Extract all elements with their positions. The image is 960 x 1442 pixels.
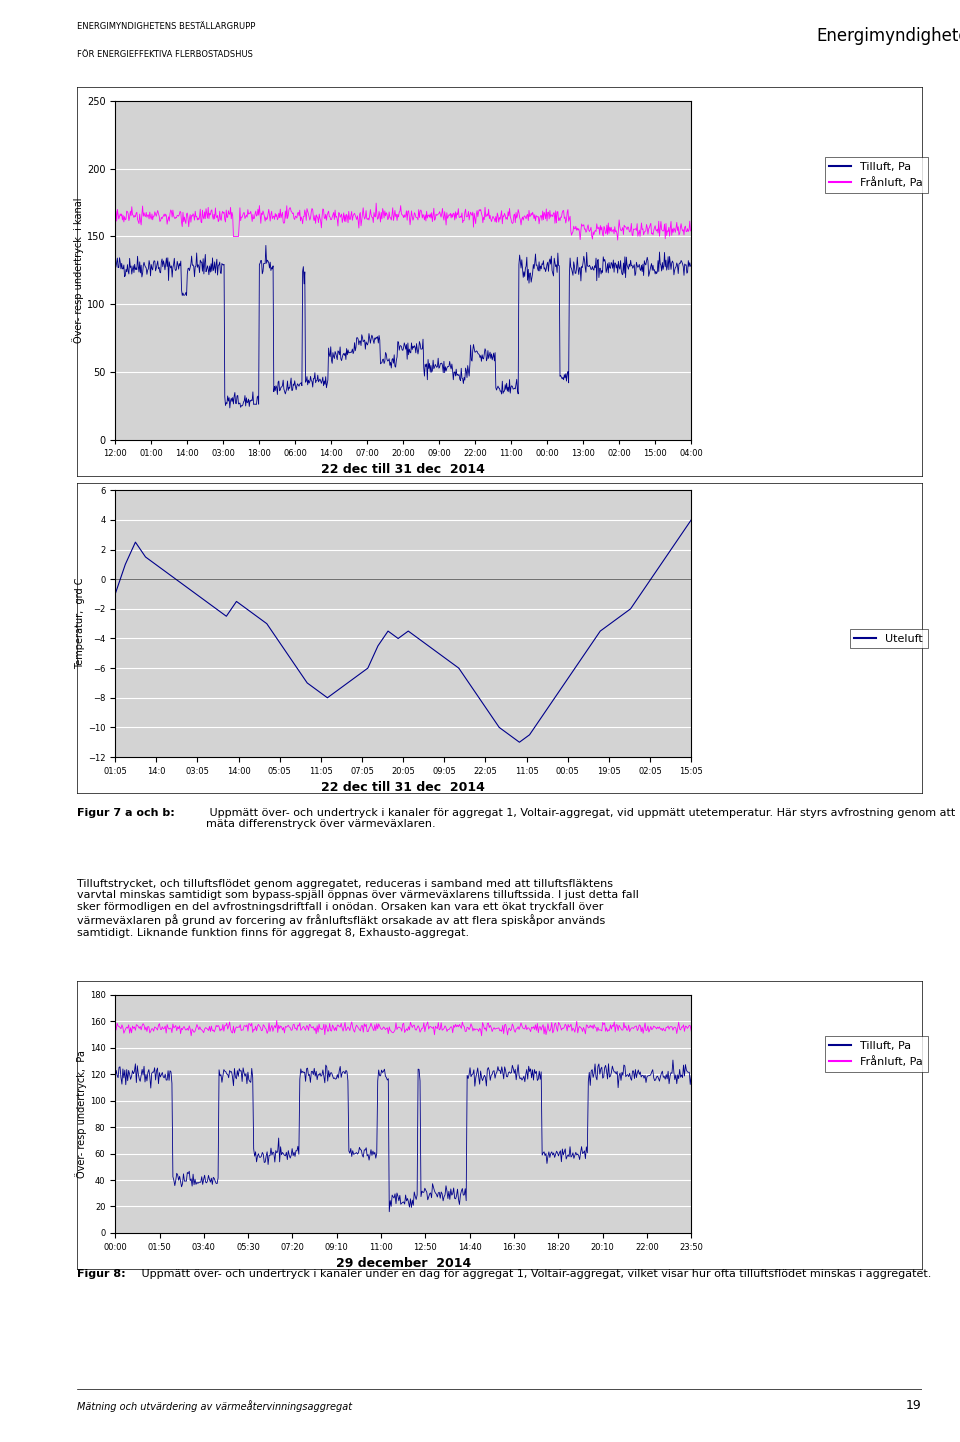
Y-axis label: Över- resp undertryck,  Pa: Över- resp undertryck, Pa [75,1050,86,1178]
Tilluft, Pa [685,258,697,275]
Text: Energimyndigheten: Energimyndigheten [816,27,960,45]
Frånluft, Pa [547,208,559,225]
Legend: Tilluft, Pa, Frånluft, Pa: Tilluft, Pa, Frånluft, Pa [825,157,927,193]
Legend: Uteluft: Uteluft [850,629,927,647]
Tilluft, Pa [260,236,272,254]
Text: Figur 7 a och b:: Figur 7 a och b: [77,808,175,818]
Frånluft, Pa [606,224,617,241]
Uteluft [493,718,505,735]
Frånluft, Pa [271,1012,282,1030]
Tilluft, Pa [450,1190,462,1207]
Line: Frånluft, Pa: Frånluft, Pa [115,203,691,241]
Frånluft, Pa [145,208,156,225]
Frånluft, Pa [477,213,489,231]
Text: ENERGIMYNDIGHETENS BESTÄLLARGRUPP: ENERGIMYNDIGHETENS BESTÄLLARGRUPP [77,22,255,30]
Y-axis label: Temperatur,  grd C: Temperatur, grd C [75,578,85,669]
Frånluft, Pa [371,1015,382,1032]
Frånluft, Pa [476,1027,488,1044]
Frånluft, Pa [109,1015,121,1032]
Text: Mätning och utvärdering av värmeåtervinningsaggregat: Mätning och utvärdering av värmeåtervinn… [77,1400,352,1412]
Tilluft, Pa [548,267,560,284]
Uteluft [514,734,525,751]
Uteluft [544,696,556,714]
Frånluft, Pa [257,1017,269,1034]
Tilluft, Pa [667,1051,679,1069]
Frånluft, Pa [545,1019,557,1037]
Tilluft, Pa [109,255,121,273]
Line: Frånluft, Pa: Frånluft, Pa [115,1021,691,1035]
Text: 19: 19 [906,1399,922,1413]
Frånluft, Pa [612,232,623,249]
X-axis label: 29 december  2014: 29 december 2014 [336,1257,470,1270]
Tilluft, Pa [461,362,472,379]
Text: Uppmätt över- och undertryck i kanaler för aggregat 1, Voltair-aggregat, vid upp: Uppmätt över- och undertryck i kanaler f… [206,808,955,829]
Uteluft [251,607,262,624]
Text: Figur 8:: Figur 8: [77,1269,126,1279]
Tilluft, Pa [544,1149,556,1167]
Text: Uppmätt över- och undertryck i kanaler under en dag för aggregat 1, Voltair-aggr: Uppmätt över- och undertryck i kanaler u… [137,1269,931,1279]
Tilluft, Pa [145,267,156,284]
Tilluft, Pa [495,1066,507,1083]
Tilluft, Pa [370,1149,381,1167]
Uteluft [109,585,121,603]
Frånluft, Pa [496,1022,508,1040]
Text: Tilluftstrycket, och tilluftsflödet genom aggregatet, reduceras i samband med at: Tilluftstrycket, och tilluftsflödet geno… [77,878,638,937]
Uteluft [665,541,677,558]
Tilluft, Pa [478,350,490,368]
Frånluft, Pa [444,205,456,222]
Line: Uteluft: Uteluft [115,521,691,743]
Frånluft, Pa [685,222,697,239]
Text: FÖR ENERGIEFFEKTIVA FLERBOSTADSHUS: FÖR ENERGIEFFEKTIVA FLERBOSTADSHUS [77,50,252,59]
Frånluft, Pa [460,200,471,218]
Tilluft, Pa [211,1175,223,1193]
Uteluft [241,600,252,617]
Line: Tilluft, Pa: Tilluft, Pa [115,1060,691,1211]
Line: Tilluft, Pa: Tilluft, Pa [115,245,691,408]
X-axis label: 22 dec till 31 dec  2014: 22 dec till 31 dec 2014 [322,463,485,476]
Tilluft, Pa [685,1067,697,1084]
Tilluft, Pa [257,1146,269,1164]
Tilluft, Pa [383,1203,395,1220]
Uteluft [605,614,616,632]
Frånluft, Pa [685,1022,697,1040]
Frånluft, Pa [211,1018,223,1035]
Frånluft, Pa [450,1015,462,1032]
Frånluft, Pa [371,195,382,212]
X-axis label: 22 dec till 31 dec  2014: 22 dec till 31 dec 2014 [322,782,485,795]
Tilluft, Pa [109,1069,121,1086]
Tilluft, Pa [607,260,618,277]
Frånluft, Pa [109,206,121,224]
Uteluft [685,512,697,529]
Tilluft, Pa [445,360,457,378]
Y-axis label: Över- resp undertryck  i kanal: Över- resp undertryck i kanal [72,198,84,343]
Legend: Tilluft, Pa, Frånluft, Pa: Tilluft, Pa, Frånluft, Pa [825,1037,927,1071]
Tilluft, Pa [224,399,235,417]
